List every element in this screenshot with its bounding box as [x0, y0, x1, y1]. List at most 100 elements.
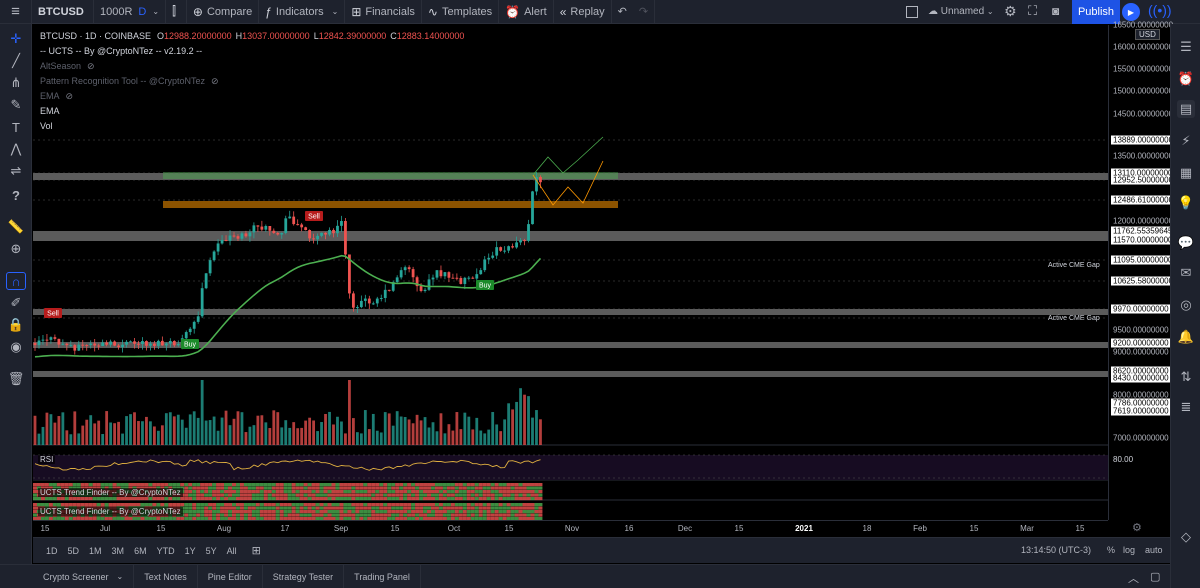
tab-trading-panel[interactable]: Trading Panel [344, 564, 421, 588]
price-axis[interactable]: USD 16500.00000000 16000.00000000 15500.00… [1108, 21, 1176, 520]
replay-button[interactable]: «Replay [554, 0, 612, 24]
menu-icon[interactable]: ≡ [0, 0, 32, 24]
range-button-6m[interactable]: 6M [134, 545, 147, 556]
volume-bar [352, 418, 355, 445]
log-toggle[interactable]: log [1123, 545, 1136, 555]
trend-cell [482, 497, 487, 501]
layout-name-button[interactable]: ☁ Unnamed ⌄ [928, 6, 994, 17]
camera-icon[interactable]: ◙ [1052, 4, 1060, 18]
dom-icon[interactable]: ≣ [1180, 399, 1192, 414]
hidden-eye-icon[interactable]: ⊘ [211, 76, 219, 86]
calendar-icon[interactable]: ▦ [1179, 165, 1193, 180]
rsi-label[interactable]: RSI [38, 455, 56, 464]
volume-bar [180, 419, 184, 445]
tab-text-notes[interactable]: Text Notes [134, 564, 198, 588]
minimize-icon[interactable]: ︿ [1128, 573, 1139, 585]
messages-icon[interactable]: ✉ [1180, 265, 1192, 280]
pitchfork-icon[interactable]: ⋔ [10, 75, 22, 90]
brush-icon[interactable]: ✎ [10, 97, 22, 112]
ruler-icon[interactable]: 📏 [7, 219, 25, 234]
currency-badge[interactable]: USD [1135, 29, 1160, 40]
hidden-eye-icon[interactable]: ⊘ [65, 91, 74, 101]
hotlist-icon[interactable]: ⚡ [1181, 133, 1191, 148]
data-window-icon[interactable]: ▤ [1177, 100, 1195, 118]
candle-body [172, 340, 176, 346]
help-center-icon[interactable]: ◇ [1181, 529, 1191, 544]
study-row-altseason[interactable]: AltSeason ⊘ [40, 59, 468, 74]
range-button-1y[interactable]: 1Y [184, 545, 196, 556]
notifications-icon[interactable]: 🔔 [1177, 329, 1195, 344]
candle-body [216, 243, 220, 252]
prediction-icon[interactable]: ⇌ [10, 163, 22, 178]
clock[interactable]: 13:14:50 (UTC-3) [1021, 545, 1092, 555]
study-row-vol[interactable]: Vol [40, 119, 468, 134]
lock-icon[interactable]: 🔒 [7, 317, 25, 332]
trend-finder-label-1[interactable]: UCTS Trend Finder -- By @CryptoNTez [38, 488, 183, 497]
watchlist-icon[interactable]: ☰ [1180, 39, 1192, 54]
magnet-icon[interactable]: ∩ [6, 272, 26, 290]
range-button-ytd[interactable]: YTD [156, 545, 175, 556]
tab-strategy-tester[interactable]: Strategy Tester [263, 564, 345, 588]
range-button-5y[interactable]: 5Y [205, 545, 217, 556]
trend-line-icon[interactable]: ╱ [12, 53, 20, 68]
maximize-icon[interactable]: ▢ [1150, 571, 1161, 583]
trend-cell [112, 497, 117, 501]
trash-icon[interactable]: 🗑 [7, 371, 25, 386]
crosshair-icon[interactable]: ✛ [10, 31, 22, 46]
zoom-icon[interactable]: ⊕ [10, 241, 22, 256]
help-icon[interactable]: ? [12, 187, 20, 203]
study-row-ucts[interactable]: -- UCTS -- By @CryptoNTez -- v2.19.2 -- [40, 44, 468, 59]
axis-settings-gear-icon[interactable]: ⚙ [1132, 522, 1142, 534]
lock-drawing-icon[interactable]: ✐ [10, 295, 22, 310]
order-panel-icon[interactable]: ⇅ [1180, 369, 1192, 384]
candle-body [435, 270, 439, 278]
range-button-1m[interactable]: 1M [89, 545, 102, 556]
percent-toggle[interactable]: % [1107, 545, 1116, 555]
candle-body [519, 240, 522, 243]
range-button-3m[interactable]: 3M [111, 545, 125, 556]
tab-pine-editor[interactable]: Pine Editor [198, 564, 263, 588]
alerts-icon[interactable]: ⏰ [1177, 71, 1195, 86]
study-row-pattern[interactable]: Pattern Recognition Tool -- @CryptoNTez ⊘ [40, 74, 468, 89]
volume-bar [168, 412, 172, 445]
text-icon[interactable]: T [12, 119, 20, 135]
auto-toggle[interactable]: auto [1145, 545, 1163, 555]
trend-cell [267, 490, 272, 494]
broadcast-icon[interactable]: ((•)) [1148, 2, 1172, 18]
financials-button[interactable]: ⊞ Financials [345, 0, 422, 24]
range-button-all[interactable]: All [226, 545, 237, 556]
trend-finder-label-2[interactable]: UCTS Trend Finder -- By @CryptoNTez [38, 507, 183, 516]
time-axis[interactable]: 15 Jul 15 Aug 17 Sep 15 Oct 15 Nov 16 Dec 15 2021 18 Fe… [33, 520, 1108, 536]
trend-cell [303, 497, 308, 501]
indicators-button[interactable]: ƒ Indicators ⌄ [259, 0, 346, 24]
alert-button[interactable]: ⏰ Alert [499, 0, 554, 24]
pattern-icon[interactable]: ⋀ [10, 141, 22, 156]
compare-button[interactable]: ⊕ Compare [187, 0, 260, 24]
publish-button[interactable]: Publish [1072, 0, 1120, 24]
trend-cell [92, 497, 97, 501]
chats-icon[interactable]: 💬 [1177, 235, 1195, 250]
ideas-icon[interactable]: 💡 [1177, 195, 1195, 210]
range-button-5d[interactable]: 5D [67, 545, 80, 556]
settings-gear-icon[interactable]: ⚙ [1004, 3, 1017, 19]
study-row-ema-hidden[interactable]: EMA ⊘ [40, 89, 468, 104]
eye-icon[interactable]: ◉ [10, 339, 22, 354]
redo-button[interactable]: ↷ [633, 0, 656, 24]
streams-icon[interactable]: ◎ [1180, 297, 1192, 312]
study-row-ema[interactable]: EMA [40, 104, 468, 119]
undo-button[interactable]: ↶ [612, 0, 633, 24]
play-icon[interactable]: ▶ [1122, 3, 1140, 21]
hidden-eye-icon[interactable]: ⊘ [87, 61, 95, 71]
fullscreen-square-button[interactable] [906, 6, 918, 18]
trend-cell [271, 506, 276, 510]
symbol-search[interactable]: BTCUSD [32, 0, 94, 24]
templates-button[interactable]: ∿ Templates [422, 0, 500, 24]
trend-cell [184, 483, 189, 487]
tab-crypto-screener[interactable]: Crypto Screener ⌄ [33, 564, 135, 588]
range-button-1d[interactable]: 1D [46, 545, 58, 556]
bar-style-button[interactable]: ⫿ [166, 0, 187, 24]
trend-cell [323, 506, 328, 510]
interval-selector[interactable]: 1000R D ⌄ [94, 0, 167, 24]
goto-date-icon[interactable]: ⊞ [251, 545, 261, 557]
fullscreen-icon[interactable]: ⛶ [1028, 3, 1038, 18]
